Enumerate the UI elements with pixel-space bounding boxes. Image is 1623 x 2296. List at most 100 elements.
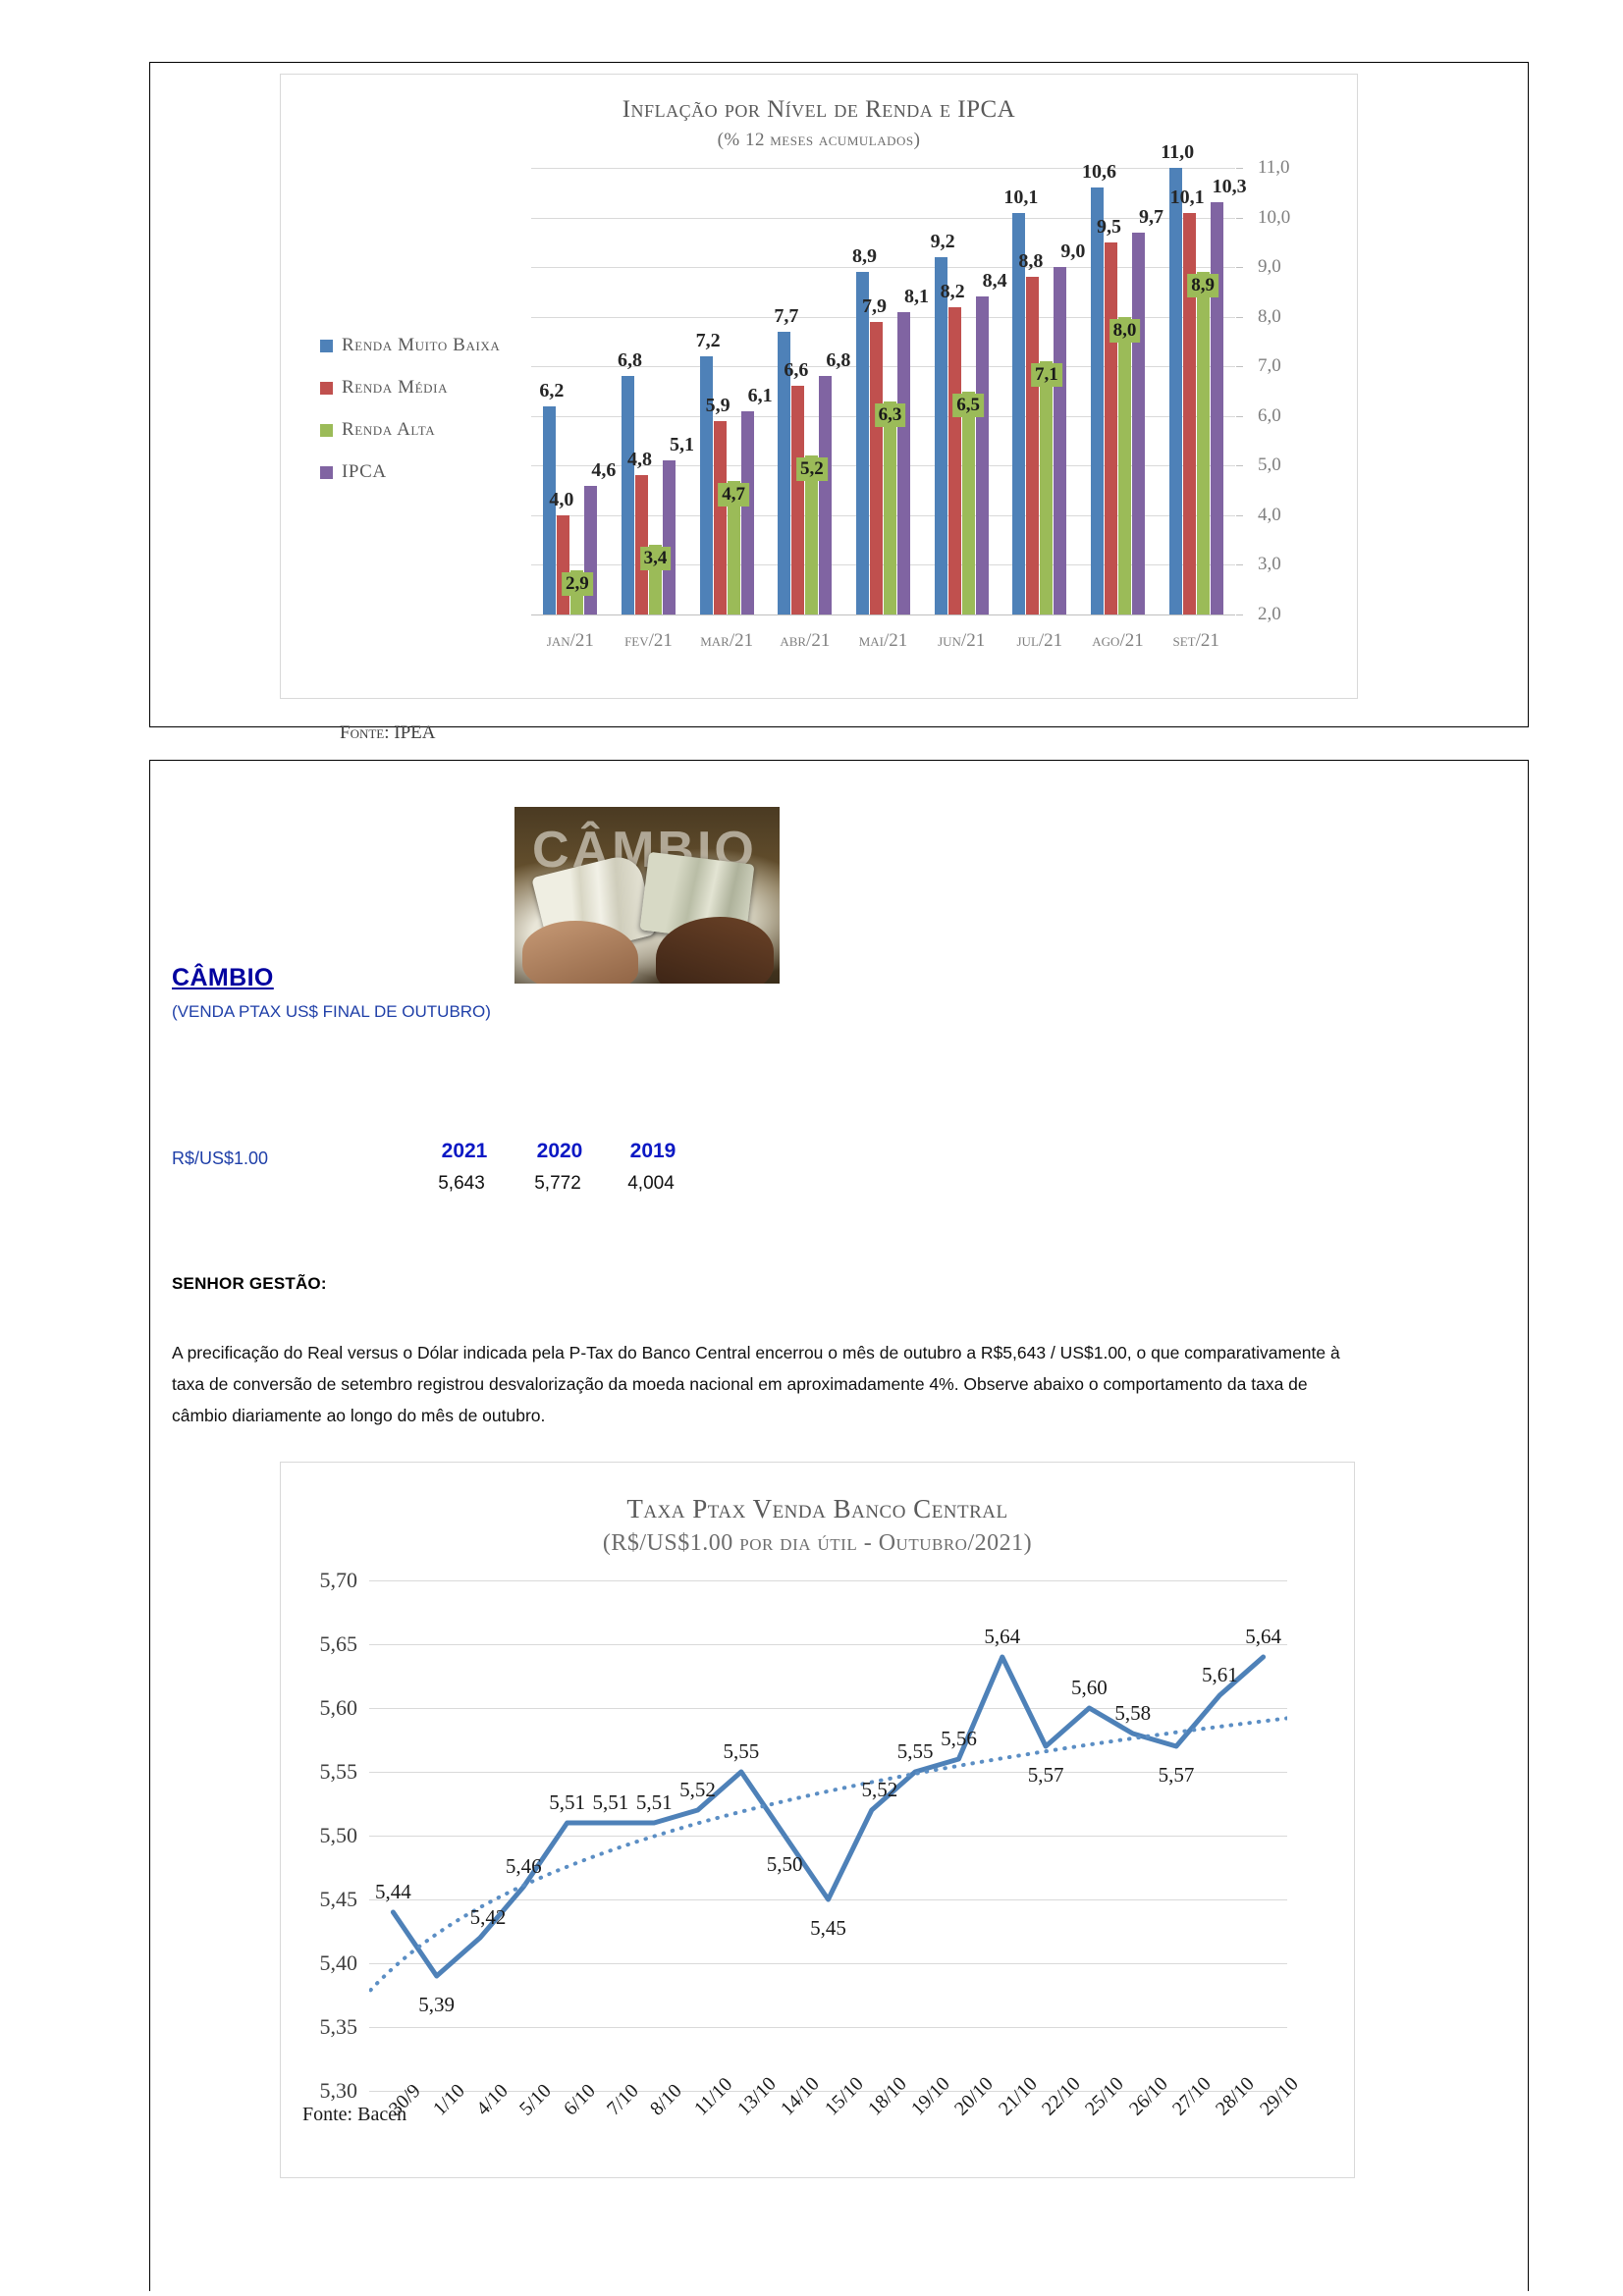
y-axis-tick-label: 9,0 bbox=[1258, 256, 1281, 278]
bar-renda-média bbox=[947, 306, 961, 614]
bar-value-label-highlight: 6,5 bbox=[952, 393, 985, 417]
gridline bbox=[531, 514, 1235, 516]
bar-value-label: 4,0 bbox=[549, 488, 574, 510]
bar-renda-muito-baixa bbox=[856, 272, 869, 614]
chart1-plot-area: 2,0 3,0 4,0 5,0 6,0 7,0 8,0 9,0 10,0 11,0 6,2 4,0 4,… bbox=[531, 141, 1290, 651]
bar-value-label: 6,8 bbox=[618, 349, 642, 372]
gridline bbox=[369, 2091, 1287, 2092]
legend-label: Renda Alta bbox=[342, 419, 436, 440]
bar-value-label: 8,4 bbox=[982, 270, 1007, 293]
bar-renda-muito-baixa bbox=[1168, 168, 1182, 614]
bar-value-label: 7,9 bbox=[862, 294, 887, 317]
bar-value-label: 7,7 bbox=[774, 304, 799, 327]
bar-renda-média bbox=[1182, 212, 1196, 614]
bar-value-label-highlight: 8,0 bbox=[1109, 318, 1141, 343]
y-axis-tick-label: 10,0 bbox=[1258, 206, 1291, 228]
y-axis-tick-label: 5,50 bbox=[319, 1823, 358, 1847]
bar-value-label: 8,9 bbox=[852, 245, 877, 268]
cambio-heading[interactable]: CÂMBIO bbox=[172, 964, 274, 991]
bar-group bbox=[778, 168, 833, 614]
bar-ipca bbox=[1132, 232, 1145, 614]
gridline bbox=[369, 1644, 1287, 1645]
ptax-line bbox=[390, 1654, 1267, 1979]
bar-value-label: 8,2 bbox=[940, 280, 965, 302]
legend-item-renda-alta: Renda Alta bbox=[320, 419, 500, 441]
bar-renda-alta bbox=[727, 480, 740, 614]
data-point-label: 5,52 bbox=[861, 1778, 898, 1801]
x-axis-tick-label: jun/21 bbox=[938, 630, 986, 651]
legend-item-ipca: IPCA bbox=[320, 461, 500, 483]
gridline bbox=[369, 1772, 1287, 1773]
y-axis-tick-label: 4,0 bbox=[1258, 504, 1281, 525]
bar-value-label: 7,2 bbox=[695, 330, 721, 352]
x-axis-tick-label: abr/21 bbox=[780, 630, 831, 651]
section-heading: SENHOR GESTÃO: bbox=[172, 1274, 327, 1293]
y-tickmark bbox=[1236, 415, 1243, 417]
bar-renda-média bbox=[1105, 241, 1117, 614]
y-tickmark bbox=[1236, 614, 1243, 615]
fx-year-2020: 2020 bbox=[536, 1140, 583, 1162]
y-axis-tick-label: 6,0 bbox=[1258, 404, 1281, 426]
legend-swatch-icon bbox=[320, 339, 333, 352]
data-point-label: 5,39 bbox=[418, 1993, 456, 2016]
gridline bbox=[531, 465, 1235, 467]
bar-value-label-highlight: 6,3 bbox=[874, 402, 906, 427]
bar-value-label: 4,8 bbox=[627, 449, 652, 471]
x-axis-tick-label: mar/21 bbox=[700, 630, 754, 651]
x-axis-tick-label: jul/21 bbox=[1016, 630, 1063, 651]
chart2-subtitle: (R$/US$1.00 por dia útil - Outubro/2021) bbox=[602, 1530, 1033, 1556]
cambio-subheading: (VENDA PTAX US$ FINAL DE OUTUBRO) bbox=[172, 1002, 491, 1021]
bar-value-label: 4,6 bbox=[591, 458, 617, 481]
data-point-label: 5,57 bbox=[1027, 1763, 1064, 1787]
photo-hand-left bbox=[522, 921, 638, 984]
fx-year-2019: 2019 bbox=[629, 1140, 676, 1162]
y-tickmark bbox=[1236, 564, 1243, 566]
cambio-photo: CÂMBIO bbox=[514, 807, 780, 984]
bar-renda-muito-baixa bbox=[622, 376, 634, 614]
data-point-label: 5,51 bbox=[592, 1790, 629, 1814]
data-point-label: 5,60 bbox=[1071, 1676, 1108, 1699]
data-point-label: 5,57 bbox=[1158, 1763, 1195, 1787]
bar-renda-média bbox=[791, 386, 805, 614]
data-point-label: 5,46 bbox=[505, 1854, 542, 1878]
bar-value-label: 6,8 bbox=[826, 349, 851, 372]
ptax-chart-card: Taxa Ptax Venda Banco Central (R$/US$1.0… bbox=[280, 1462, 1355, 2178]
data-point-label: 5,44 bbox=[374, 1880, 411, 1903]
chart1-subtitle: (% 12 meses acumulados) bbox=[717, 130, 921, 150]
y-axis-tick-label: 5,70 bbox=[319, 1568, 358, 1592]
bar-renda-média bbox=[557, 514, 570, 614]
bar-value-label: 5,9 bbox=[705, 394, 730, 416]
bar-value-label: 9,5 bbox=[1097, 215, 1121, 238]
bar-group bbox=[1168, 168, 1223, 614]
x-axis-tick-label: set/21 bbox=[1172, 630, 1219, 651]
bar-ipca bbox=[1210, 202, 1223, 614]
chart2-source: Fonte: Bacen bbox=[302, 2104, 407, 2125]
fx-value-2019: 4,004 bbox=[627, 1173, 675, 1194]
gridline bbox=[531, 614, 1235, 615]
bar-ipca bbox=[819, 376, 833, 614]
chart1-source: Fonte: IPEA bbox=[340, 722, 436, 743]
y-axis-tick-label: 8,0 bbox=[1258, 305, 1281, 327]
bar-value-label: 9,0 bbox=[1060, 240, 1086, 263]
data-point-label: 5,61 bbox=[1201, 1663, 1238, 1686]
bar-value-label: 8,1 bbox=[904, 285, 929, 307]
x-axis-tick-label: jan/21 bbox=[546, 630, 594, 651]
bar-value-label: 10,1 bbox=[1003, 186, 1039, 208]
bar-value-label: 9,7 bbox=[1139, 205, 1163, 228]
y-axis-tick-label: 5,30 bbox=[319, 2078, 358, 2103]
bar-value-label: 9,2 bbox=[930, 231, 955, 252]
bar-value-label-highlight: 4,7 bbox=[718, 482, 750, 507]
bar-group bbox=[1012, 168, 1067, 614]
bar-value-label: 8,8 bbox=[1018, 250, 1044, 273]
data-point-label: 5,58 bbox=[1114, 1701, 1152, 1725]
y-axis-tick-label: 5,40 bbox=[319, 1950, 358, 1975]
fx-value-2021: 5,643 bbox=[438, 1173, 485, 1194]
bar-value-label: 6,6 bbox=[784, 359, 809, 382]
fx-row-label: R$/US$1.00 bbox=[172, 1148, 269, 1168]
bar-value-label: 10,1 bbox=[1169, 186, 1205, 208]
legend-label: IPCA bbox=[342, 461, 387, 482]
y-axis-tick-label: 5,65 bbox=[319, 1631, 358, 1656]
y-axis-tick-label: 7,0 bbox=[1258, 355, 1281, 377]
gridline bbox=[369, 2027, 1287, 2028]
data-point-label: 5,45 bbox=[810, 1916, 846, 1940]
